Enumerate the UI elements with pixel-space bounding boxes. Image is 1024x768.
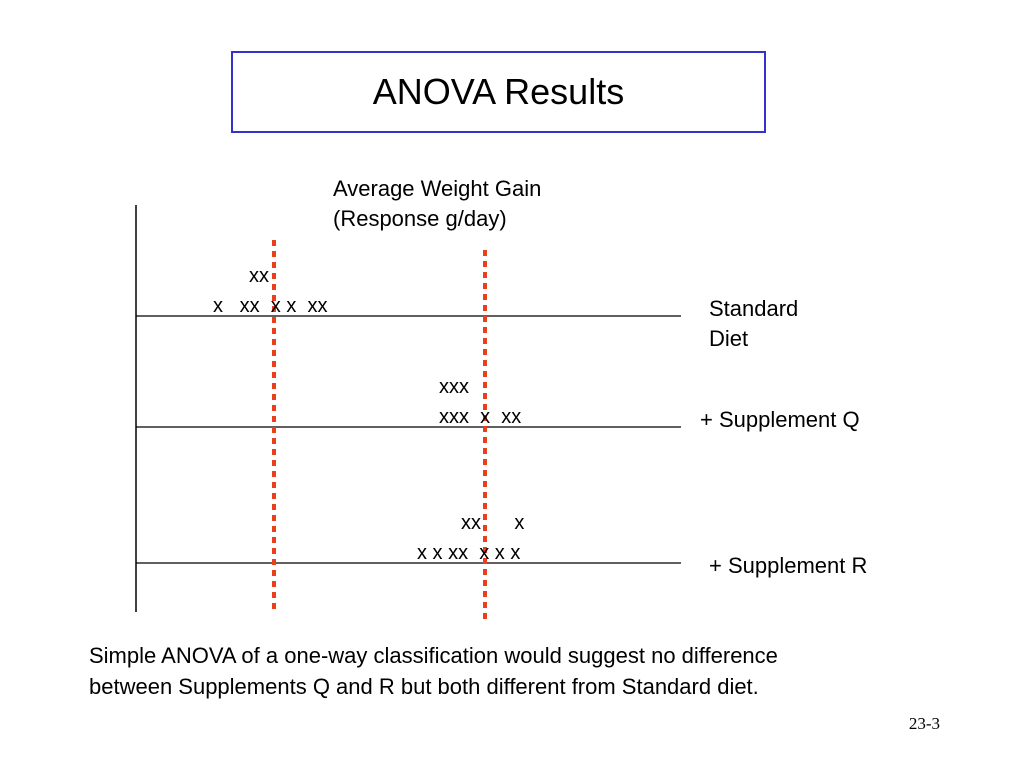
footnote: Simple ANOVA of a one-way classification…: [89, 643, 778, 699]
dots-supplement-q-bottom: xxx x xx: [439, 406, 522, 428]
slide-number: 23-3: [908, 714, 940, 733]
dots-supplement-r-bottom: x x xx x x x: [417, 542, 521, 564]
label-supplement-r: + Supplement R: [709, 551, 867, 581]
label-supplement-r-text: + Supplement R: [709, 553, 868, 578]
label-standard-diet-line2: Diet: [709, 326, 749, 351]
axis-title-line2: (Response g/day): [333, 206, 507, 231]
axis-title-line1: Average Weight Gain: [333, 176, 542, 201]
dots-standard-top: xx: [249, 265, 269, 287]
dots-standard-bottom: x xx x x xx: [213, 295, 328, 317]
dots-supplement-r-top: xx x: [461, 512, 525, 534]
label-supplement-q: + Supplement Q: [700, 405, 860, 435]
label-standard-diet: Standard Diet: [709, 294, 798, 354]
label-standard-diet-line1: Standard: [709, 296, 799, 321]
axis-title: Average Weight Gain (Response g/day): [333, 174, 541, 234]
slide-title: ANOVA Results: [231, 51, 766, 133]
dots-supplement-q-top: xxx: [439, 376, 469, 398]
slide-title-text: ANOVA Results: [372, 71, 625, 112]
label-supplement-q-text: + Supplement Q: [700, 407, 860, 432]
